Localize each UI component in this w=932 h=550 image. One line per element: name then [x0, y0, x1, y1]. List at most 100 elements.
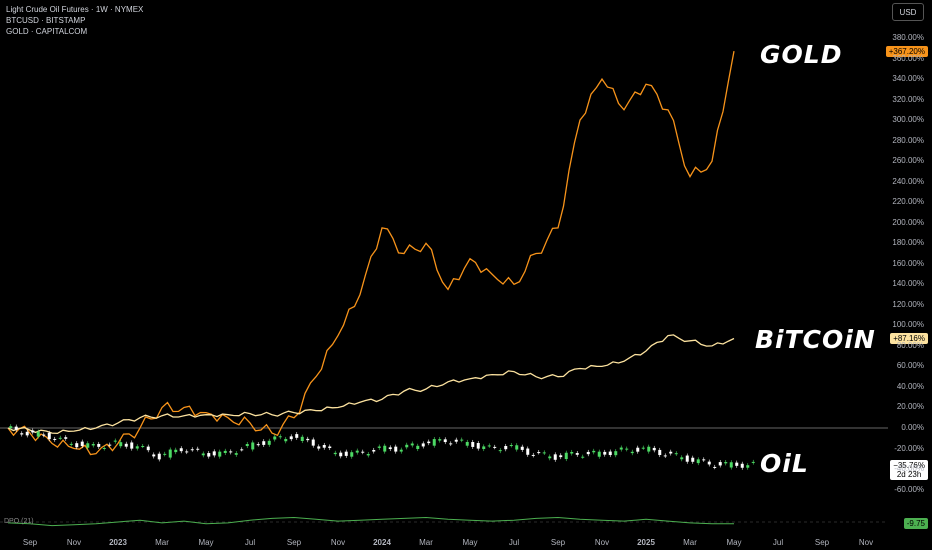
oil-candle[interactable]: [64, 437, 68, 439]
oil-candle[interactable]: [471, 441, 475, 447]
oil-candle[interactable]: [680, 457, 684, 460]
oil-candle[interactable]: [9, 426, 13, 428]
oil-candle[interactable]: [559, 455, 563, 458]
oil-candle[interactable]: [460, 439, 464, 441]
oil-candle[interactable]: [658, 449, 662, 456]
oil-candle[interactable]: [344, 451, 348, 456]
oil-candle[interactable]: [20, 433, 24, 435]
oil-candle[interactable]: [284, 438, 288, 442]
bitcoin-line-series[interactable]: [7, 334, 735, 435]
oil-candle[interactable]: [119, 442, 123, 447]
oil-candle[interactable]: [498, 450, 502, 452]
oil-candle[interactable]: [229, 451, 233, 453]
oil-candle[interactable]: [190, 449, 194, 451]
oil-candle[interactable]: [317, 446, 321, 449]
legend-btc-symbol[interactable]: BTCUSD · BITSTAMP: [6, 16, 86, 25]
oil-candle[interactable]: [537, 452, 541, 454]
oil-candle[interactable]: [306, 438, 310, 441]
oil-candle[interactable]: [262, 441, 266, 445]
oil-candle[interactable]: [509, 445, 513, 447]
oil-candle[interactable]: [707, 461, 711, 465]
oil-candle[interactable]: [80, 441, 84, 447]
oil-candle[interactable]: [130, 442, 134, 449]
legend-main-symbol[interactable]: Light Crude Oil Futures · 1W · NYMEX: [6, 5, 144, 14]
oil-candle[interactable]: [113, 440, 117, 442]
oil-candle[interactable]: [575, 453, 579, 455]
oil-candle[interactable]: [713, 466, 717, 468]
oil-candle[interactable]: [652, 447, 656, 451]
oil-candle[interactable]: [443, 439, 447, 443]
oil-candle[interactable]: [724, 462, 728, 464]
oil-candle[interactable]: [718, 462, 722, 466]
oil-candle[interactable]: [531, 454, 535, 456]
oil-candle[interactable]: [174, 449, 178, 453]
oil-candle[interactable]: [630, 451, 634, 454]
oil-candle[interactable]: [25, 431, 29, 436]
oil-candle[interactable]: [58, 437, 62, 439]
oil-candle[interactable]: [542, 452, 546, 454]
oil-candle[interactable]: [152, 454, 156, 457]
oil-candle[interactable]: [586, 451, 590, 455]
oil-candle[interactable]: [256, 444, 260, 446]
oil-candle[interactable]: [91, 444, 95, 446]
oil-candle[interactable]: [388, 447, 392, 450]
oil-candle[interactable]: [438, 439, 442, 441]
oil-candle[interactable]: [372, 449, 376, 452]
oil-candle[interactable]: [614, 451, 618, 456]
oil-candle[interactable]: [366, 454, 370, 456]
oil-candle[interactable]: [592, 450, 596, 453]
oil-candle[interactable]: [273, 436, 277, 440]
oil-candle[interactable]: [36, 431, 40, 437]
oil-candle[interactable]: [168, 449, 172, 458]
oil-candle[interactable]: [482, 446, 486, 450]
oil-candle[interactable]: [223, 450, 227, 453]
oil-candle[interactable]: [185, 451, 189, 453]
oil-candle[interactable]: [619, 447, 623, 450]
oil-candle[interactable]: [416, 445, 420, 450]
oil-candle[interactable]: [647, 446, 651, 452]
oil-candle[interactable]: [685, 455, 689, 462]
oil-candle[interactable]: [339, 452, 343, 457]
oil-candle[interactable]: [234, 453, 238, 455]
oil-candle[interactable]: [526, 448, 530, 455]
oil-candle[interactable]: [669, 451, 673, 454]
oil-candle[interactable]: [696, 459, 700, 464]
oil-candle[interactable]: [218, 451, 222, 457]
oil-candle[interactable]: [691, 457, 695, 462]
oil-candle[interactable]: [240, 449, 244, 451]
oil-candle[interactable]: [300, 436, 304, 442]
gold-line-series[interactable]: [7, 50, 735, 456]
oil-candle[interactable]: [421, 443, 425, 447]
oil-candle[interactable]: [729, 462, 733, 468]
oil-candle[interactable]: [42, 434, 46, 436]
oil-candle[interactable]: [75, 443, 79, 448]
oil-candle[interactable]: [702, 459, 706, 461]
oil-candle[interactable]: [394, 446, 398, 452]
oil-candle[interactable]: [449, 443, 453, 445]
oil-candle[interactable]: [86, 443, 90, 448]
oil-candle[interactable]: [487, 445, 491, 447]
oil-candle[interactable]: [97, 443, 101, 447]
oil-candle[interactable]: [504, 446, 508, 450]
currency-button[interactable]: USD: [892, 3, 924, 21]
oil-candle[interactable]: [625, 448, 629, 450]
oil-candle[interactable]: [328, 446, 332, 449]
oil-candle[interactable]: [520, 446, 524, 450]
dpo-line-series[interactable]: [7, 516, 734, 527]
oil-candle[interactable]: [124, 443, 128, 447]
oil-candle[interactable]: [14, 426, 18, 430]
oil-candle[interactable]: [201, 453, 205, 456]
oil-candle[interactable]: [465, 441, 469, 446]
oil-candle[interactable]: [663, 455, 667, 457]
oil-candle[interactable]: [383, 445, 387, 452]
oil-candle[interactable]: [295, 434, 299, 438]
oil-candle[interactable]: [597, 451, 601, 457]
oil-candle[interactable]: [212, 451, 216, 456]
oil-candle[interactable]: [377, 446, 381, 448]
oil-candle[interactable]: [53, 438, 57, 440]
oil-candle[interactable]: [135, 446, 139, 449]
oil-candle[interactable]: [47, 432, 51, 440]
oil-candle[interactable]: [141, 446, 145, 448]
oil-candle[interactable]: [751, 461, 755, 463]
oil-candle[interactable]: [432, 439, 436, 446]
